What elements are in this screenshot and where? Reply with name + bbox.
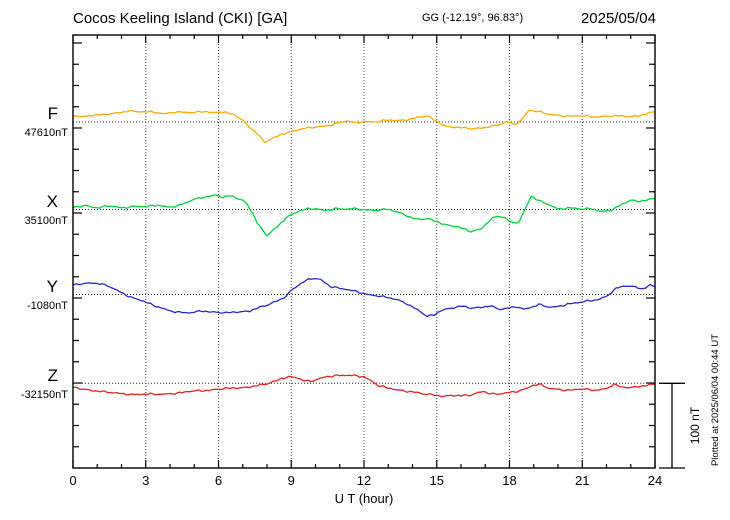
component-label-x: X [47,192,58,211]
x-tick-label: 3 [142,473,149,488]
component-label-y: Y [47,277,58,296]
trace-y [72,277,656,318]
component-label-f: F [48,104,58,123]
x-tick-label: 0 [69,473,76,488]
plot-timestamp: Plotted at 2025/06/04 00:44 UT [710,334,721,466]
scale-bar [659,382,685,469]
chart-title: Cocos Keeling Island (CKI) [GA] [73,10,287,27]
x-tick-label: 15 [430,473,444,488]
x-tick-label: 18 [502,473,516,488]
x-tick-label: 21 [575,473,589,488]
plot-area: 0 3 6 9 12 15 18 21 24 [69,35,662,488]
component-baseline-value-z: -32150nT [21,389,68,401]
component-baseline-value-x: 35100nT [25,215,69,227]
x-tick-label: 24 [648,473,662,488]
trace-z [72,374,656,398]
trace-x [72,194,656,237]
trace-f [72,109,656,144]
scale-bar-label: 100 nT [688,406,702,444]
component-baseline-value-y: -1080nT [27,300,68,312]
x-tick-label: 6 [215,473,222,488]
component-baseline-value-f: 47610nT [25,127,69,139]
x-tick-label: 12 [357,473,371,488]
gg-coordinates: GG (-12.19°, 96.83°) [422,12,523,24]
plot-frame [72,34,656,469]
x-tick-label: 9 [288,473,295,488]
component-label-z: Z [48,366,58,385]
date-label: 2025/05/04 [581,10,656,27]
x-axis-label: U T (hour) [335,491,394,506]
